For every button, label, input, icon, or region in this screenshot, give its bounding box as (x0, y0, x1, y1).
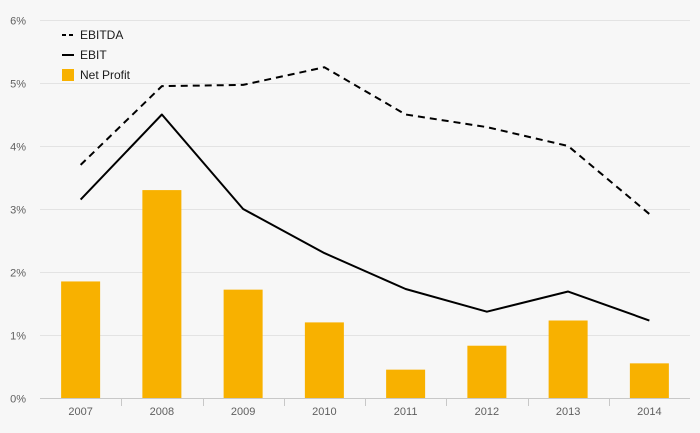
legend-label: Net Profit (80, 68, 131, 82)
y-tick-label: 2% (10, 268, 26, 280)
bar (223, 289, 263, 398)
net-profit-bars (61, 190, 669, 398)
x-tick-label: 2008 (150, 406, 174, 418)
line-series-ebitda (79, 66, 651, 215)
y-tick-label: 3% (10, 205, 26, 217)
gridlines (40, 20, 690, 336)
bar (142, 190, 182, 398)
bar (386, 369, 426, 398)
y-tick-label: 5% (10, 79, 26, 91)
x-tick-label: 2009 (231, 406, 255, 418)
x-tick-label: 2013 (556, 406, 580, 418)
series-lines (79, 66, 651, 322)
y-tick-label: 4% (10, 142, 26, 154)
line-series-ebit (79, 113, 650, 322)
y-tick-label: 6% (10, 16, 26, 28)
y-axis-ticks: 0% 1% 2% 3% 4% 5% 6% (10, 16, 26, 406)
x-tick-label: 2010 (312, 406, 336, 418)
bar (548, 320, 588, 398)
legend-label: EBIT (80, 48, 107, 62)
legend-symbol (62, 69, 74, 81)
bar (629, 363, 669, 398)
y-tick-label: 1% (10, 331, 26, 343)
legend-label: EBITDA (80, 28, 123, 42)
legend: EBITDA EBIT Net Profit (62, 28, 131, 82)
x-tick-label: 2012 (475, 406, 499, 418)
y-tick-label: 0% (10, 394, 26, 406)
bar (304, 322, 344, 398)
x-tick-label: 2007 (68, 406, 92, 418)
x-axis-ticks: 2007 2008 2009 2010 2011 2012 2013 2014 (68, 398, 662, 418)
x-tick-label: 2014 (637, 406, 661, 418)
bar (61, 281, 101, 398)
x-tick-label: 2011 (394, 406, 418, 418)
bar (467, 345, 507, 398)
